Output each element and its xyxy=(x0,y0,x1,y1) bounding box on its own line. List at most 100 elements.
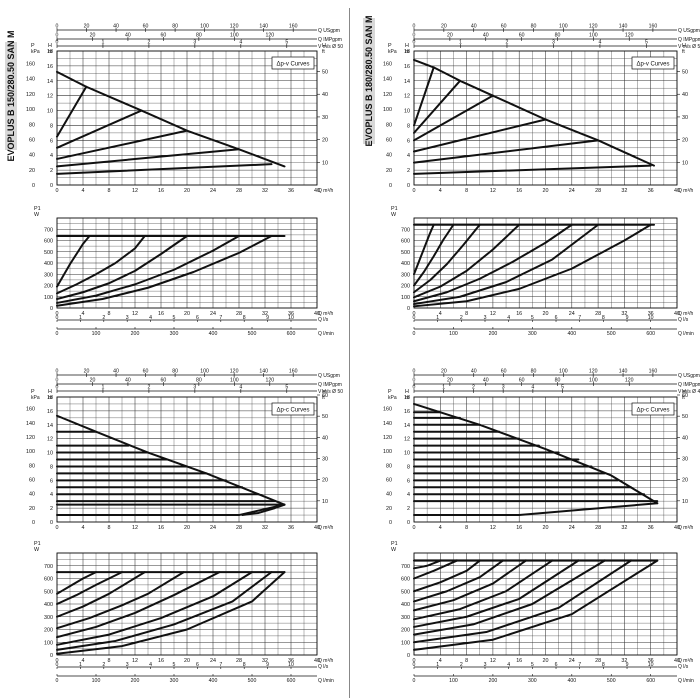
lmin-tick-label: 200 xyxy=(131,678,140,684)
kpa-tick-label: 40 xyxy=(29,153,35,159)
head-x-tick-label: 8 xyxy=(465,188,468,194)
scale-label: V m/s Ø 50 xyxy=(678,44,700,50)
ls-tick-label: 5 xyxy=(531,315,534,321)
axis-unit-p1: P1 xyxy=(391,541,398,547)
axis-unit-h-right: H xyxy=(682,389,686,395)
head-x-tick-label: 4 xyxy=(439,525,442,531)
power-curve-0 xyxy=(413,559,442,570)
head-curve-11 xyxy=(56,503,286,517)
ls-tick-label: 10 xyxy=(288,662,294,668)
kpa-tick-label: 140 xyxy=(383,421,392,427)
lmin-tick-label: 0 xyxy=(56,678,59,684)
power-tick-label: 0 xyxy=(407,306,410,312)
power-x-label: Q m³/h xyxy=(318,658,333,664)
scale-tick-label: 160 xyxy=(649,24,658,30)
head-curve-14 xyxy=(413,502,659,517)
head-x-tick-label: 12 xyxy=(490,188,496,194)
m-tick-label: 16 xyxy=(404,409,410,415)
power-x-tick-label: 12 xyxy=(132,658,138,664)
scale-label: Q IMPgpm xyxy=(318,382,342,388)
scale-tick-label: 0 xyxy=(413,33,416,39)
head-frame xyxy=(56,50,318,186)
head-x-tick-label: 24 xyxy=(210,525,216,531)
ft-tick-label: 40 xyxy=(322,435,328,441)
axis-unit-h-right: H xyxy=(682,43,686,49)
power-frame xyxy=(56,217,318,309)
head-x-tick-label: 32 xyxy=(621,525,627,531)
power-tick-label: 100 xyxy=(401,640,410,646)
ls-tick-label: 5 xyxy=(531,662,534,668)
m-tick-label: 0 xyxy=(407,183,410,189)
ls-tick-label: 0 xyxy=(56,662,59,668)
m-tick-label: 10 xyxy=(404,109,410,115)
lmin-label: Q l/min xyxy=(318,678,334,684)
ft-tick-label: 30 xyxy=(682,457,688,463)
power-tick-label: 600 xyxy=(401,577,410,583)
power-x-tick-label: 24 xyxy=(210,658,216,664)
axis-unit-h-right: H xyxy=(322,43,326,49)
ls-tick-label: 2 xyxy=(102,315,105,321)
scale-tick-label: 3 xyxy=(193,40,196,46)
scale-tick-label: 80 xyxy=(196,378,202,384)
scale-tick-label: 100 xyxy=(559,369,568,375)
head-x-tick-label: 40 xyxy=(674,188,680,194)
power-x-tick-label: 0 xyxy=(56,311,59,317)
scale-label: Q USgpm xyxy=(318,28,340,34)
scale-tick-label: 100 xyxy=(200,369,209,375)
axis-unit-p1: P1 xyxy=(34,206,41,212)
axis-unit-w: W xyxy=(34,212,40,218)
ls-tick-label: 4 xyxy=(507,662,510,668)
power-x-tick-label: 20 xyxy=(543,658,549,664)
scale-tick-label: 20 xyxy=(447,378,453,384)
ls-tick-label: 1 xyxy=(79,662,82,668)
power-x-tick-label: 28 xyxy=(236,311,242,317)
m-tick-label: 12 xyxy=(47,437,53,443)
scale-tick-label: 5 xyxy=(561,385,564,391)
lmin-tick-label: 600 xyxy=(287,678,296,684)
scale-tick-label: 100 xyxy=(589,33,598,39)
power-tick-label: 700 xyxy=(401,564,410,570)
power-curve-3 xyxy=(56,235,240,304)
m-tick-label: 2 xyxy=(407,168,410,174)
head-curve-0 xyxy=(413,66,435,127)
scale-tick-label: 120 xyxy=(230,369,239,375)
ft-tick-label: 20 xyxy=(682,138,688,144)
power-tick-label: 500 xyxy=(401,250,410,256)
head-x-tick-label: 40 xyxy=(674,525,680,531)
power-x-tick-label: 20 xyxy=(184,658,190,664)
kpa-tick-label: 20 xyxy=(29,168,35,174)
lmin-tick-label: 500 xyxy=(248,331,257,337)
scale-tick-label: 0 xyxy=(56,378,59,384)
m-tick-label: 2 xyxy=(50,168,53,174)
power-tick-label: 400 xyxy=(401,602,410,608)
scale-tick-label: 80 xyxy=(172,24,178,30)
scale-tick-label: 140 xyxy=(619,24,628,30)
power-tick-label: 600 xyxy=(44,239,53,245)
scale-tick-label: 60 xyxy=(501,369,507,375)
head-x-tick-label: 28 xyxy=(595,188,601,194)
scale-tick-label: 2 xyxy=(506,40,509,46)
head-x-tick-label: 24 xyxy=(569,525,575,531)
power-tick-label: 300 xyxy=(401,272,410,278)
ls-tick-label: 4 xyxy=(507,315,510,321)
ls-tick-label: 8 xyxy=(602,315,605,321)
power-tick-label: 500 xyxy=(44,589,53,595)
kpa-tick-label: 60 xyxy=(29,137,35,143)
ls-label: Q l/s xyxy=(678,664,689,670)
power-curve-6 xyxy=(56,571,273,651)
scale-tick-label: 120 xyxy=(625,33,634,39)
ls-tick-label: 7 xyxy=(219,315,222,321)
ls-tick-label: 2 xyxy=(460,315,463,321)
head-curve-3 xyxy=(413,118,547,153)
ls-tick-label: 2 xyxy=(460,662,463,668)
scale-tick-label: 5 xyxy=(285,385,288,391)
power-x-tick-label: 12 xyxy=(490,311,496,317)
m-tick-label: 18 xyxy=(47,49,53,55)
m-tick-label: 16 xyxy=(404,64,410,70)
power-curve-0 xyxy=(56,235,91,288)
kpa-tick-label: 0 xyxy=(389,520,392,526)
ft-tick-label: 10 xyxy=(682,499,688,505)
axis-unit-p: P xyxy=(31,389,35,395)
lmin-label: Q l/min xyxy=(318,331,334,337)
scale-tick-label: 2 xyxy=(147,40,150,46)
